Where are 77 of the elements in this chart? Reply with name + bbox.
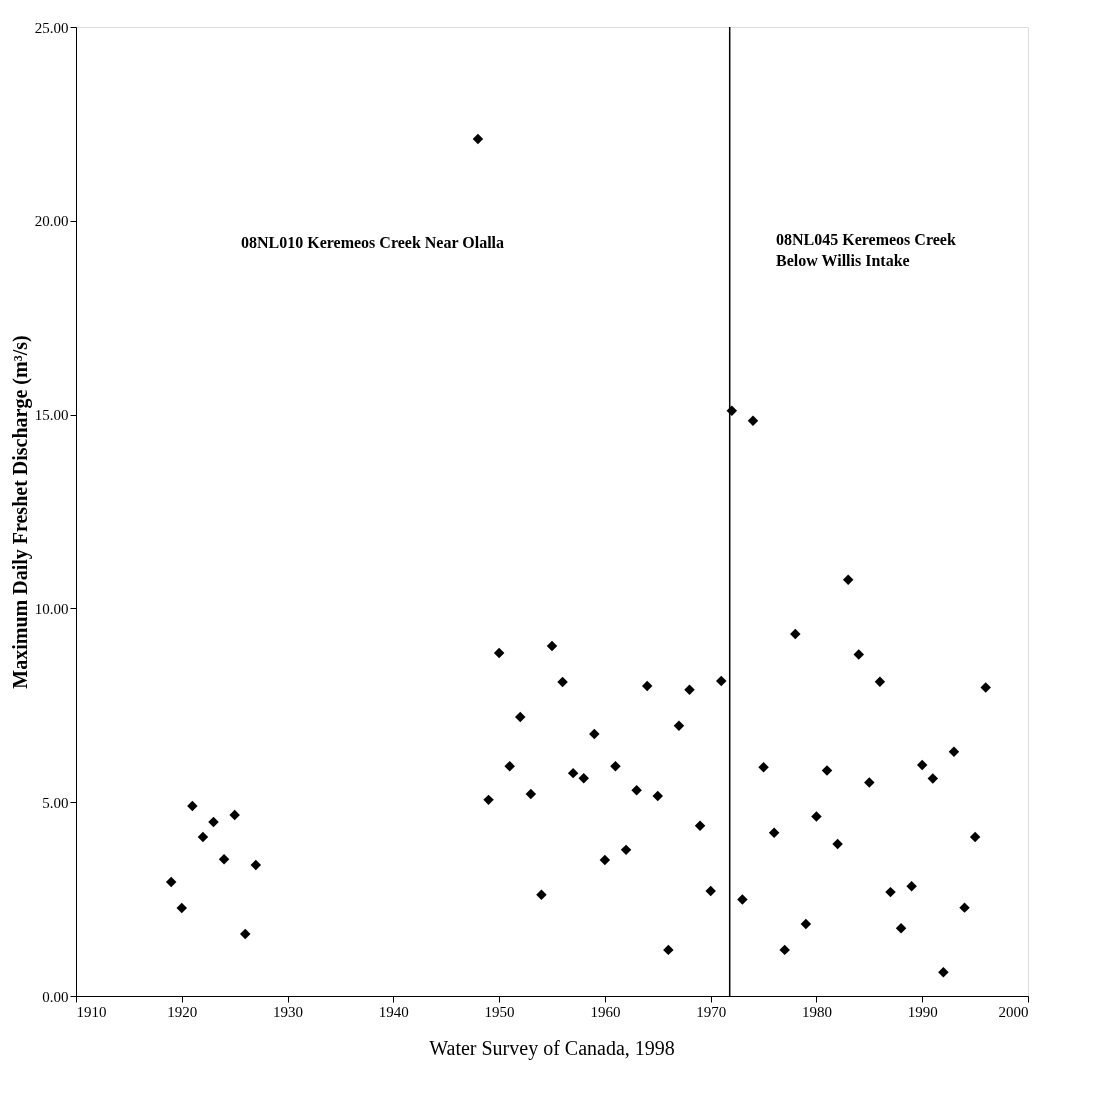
point — [504, 760, 515, 772]
point — [208, 816, 219, 828]
y-tick-label: 0.00 — [42, 988, 69, 1005]
point — [229, 809, 240, 821]
x-tick-label: 1930 — [273, 1003, 304, 1020]
text: Water Survey of Canada, 1998 — [429, 1037, 675, 1060]
point — [472, 133, 484, 145]
point — [483, 794, 494, 806]
annotation: 08NL045 Keremeos Creek Below Willis Intake — [776, 231, 956, 269]
x-tick-label: 1960 — [590, 1003, 621, 1020]
point — [980, 682, 991, 693]
point — [768, 827, 780, 839]
x-tick-label: 1980 — [801, 1003, 832, 1020]
x-tick-label: 1970 — [696, 1003, 727, 1020]
point — [800, 918, 812, 930]
point — [176, 902, 188, 914]
point — [694, 820, 706, 832]
point — [684, 684, 695, 696]
point — [885, 886, 896, 898]
point — [832, 838, 843, 850]
point — [864, 777, 875, 788]
point — [758, 762, 769, 773]
point — [525, 788, 537, 800]
point — [599, 854, 611, 866]
point — [578, 772, 589, 784]
point — [927, 773, 939, 784]
point — [610, 760, 621, 772]
point — [567, 767, 579, 779]
point — [631, 784, 642, 796]
point — [240, 928, 251, 940]
x-tick-label: 1950 — [484, 1003, 515, 1020]
point — [197, 831, 209, 843]
point — [557, 676, 568, 688]
point — [948, 746, 960, 758]
point — [187, 800, 198, 812]
point — [790, 628, 801, 640]
point — [218, 853, 230, 865]
y-tick-label: 20.00 — [34, 213, 69, 230]
point — [165, 876, 177, 888]
y-axis-title: Maximum Daily Freshet Discharge (m³/s) — [8, 335, 32, 689]
point — [874, 676, 886, 687]
y-tick-label: 25.00 — [34, 19, 69, 36]
point — [959, 902, 970, 913]
point — [620, 844, 632, 856]
point — [842, 574, 854, 585]
point — [663, 944, 674, 956]
point — [938, 967, 949, 978]
point — [811, 811, 822, 822]
point — [641, 680, 653, 692]
point — [250, 859, 262, 871]
point — [705, 885, 716, 897]
point — [589, 728, 600, 740]
point — [853, 649, 864, 660]
point — [716, 675, 727, 687]
point — [895, 922, 907, 934]
point — [536, 889, 547, 901]
x-tick-label: 1920 — [167, 1003, 198, 1020]
point — [747, 415, 759, 427]
x-tick-label: 1940 — [378, 1003, 409, 1020]
x-tick-label: 1990 — [907, 1003, 938, 1020]
point — [969, 831, 981, 843]
x-tick-label: 2000 — [998, 1003, 1029, 1020]
point — [673, 720, 685, 732]
point — [821, 765, 833, 776]
point — [906, 881, 917, 892]
x-tick-label: 1910 — [76, 1003, 107, 1020]
y-tick-label: 5.00 — [42, 794, 69, 811]
point — [546, 640, 558, 652]
annotation: 08NL010 Keremeos Creek Near Olalla — [241, 234, 505, 251]
point — [515, 711, 526, 723]
point — [779, 944, 790, 956]
point — [652, 790, 664, 802]
y-tick-label: 15.00 — [34, 407, 69, 424]
point — [916, 759, 928, 771]
y-tick-label: 10.00 — [34, 600, 69, 617]
point — [493, 647, 505, 659]
point — [737, 894, 748, 905]
